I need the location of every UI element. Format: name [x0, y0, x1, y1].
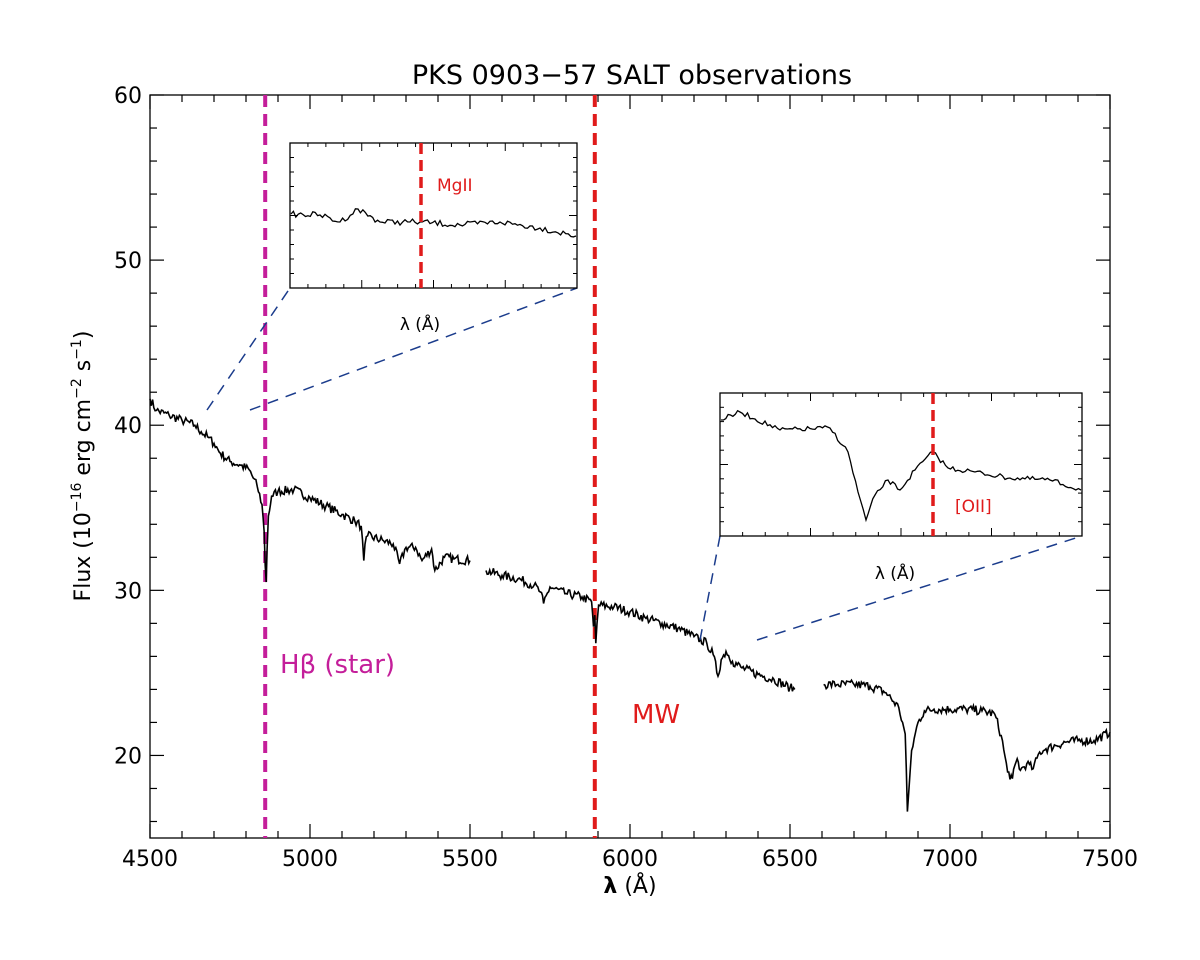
y-axis-exponent: −16	[69, 482, 85, 512]
y-tick-label: 20	[114, 744, 142, 769]
axis-ticks	[149, 94, 1111, 838]
y-axis-label-text: erg cm	[71, 399, 96, 483]
y-tick-labels: 20 30 40 50 60	[114, 84, 142, 769]
y-tick-label: 60	[114, 84, 142, 109]
main-plot-area: 4500 5000 5500 6000 6500 7000 7500 20 30 40 50 60	[114, 84, 1138, 872]
inset-oii-xlabel: λ (Å)	[875, 562, 915, 584]
inset-connector	[249, 287, 578, 411]
spectrum-series	[149, 398, 1111, 812]
inset-mgii-xlabel: λ (Å)	[400, 313, 440, 335]
reference-lines	[263, 95, 597, 838]
mgii-label: MgII	[437, 176, 473, 196]
inset-spectrum-line	[290, 208, 577, 238]
inset-frame	[289, 142, 578, 289]
inset-connector	[206, 287, 291, 411]
x-tick-labels: 4500 5000 5500 6000 6500 7000 7500	[122, 847, 1138, 872]
inset-connectors	[206, 287, 1083, 641]
x-tick-label: 6000	[602, 847, 658, 872]
x-tick-label: 7500	[1082, 847, 1138, 872]
spectrum-segment	[149, 398, 471, 583]
x-axis-symbol: λ	[603, 874, 617, 899]
inset-oii: [OII] λ (Å)	[719, 392, 1083, 584]
x-tick-label: 5000	[282, 847, 338, 872]
spectrum-segment	[823, 678, 1111, 812]
chart-title: PKS 0903−57 SALT observations	[412, 60, 852, 91]
y-axis-exponent: −1	[69, 339, 85, 360]
x-tick-label: 5500	[442, 847, 498, 872]
inset-connector	[699, 535, 721, 641]
y-axis-label-text: Flux (10	[71, 512, 96, 601]
inset-ticks	[290, 143, 577, 288]
y-axis-label-text: )	[71, 331, 96, 340]
y-tick-label: 40	[114, 414, 142, 439]
y-axis-label-text: s	[71, 360, 96, 378]
x-tick-label: 7000	[922, 847, 978, 872]
x-axis-unit: (Å)	[624, 872, 656, 899]
inset-frame	[719, 392, 1083, 537]
hbeta-label: Hβ (star)	[280, 650, 395, 680]
mw-label: MW	[632, 700, 680, 730]
inset-mgii: MgII λ (Å)	[289, 142, 578, 335]
oii-label: [OII]	[955, 497, 992, 517]
x-axis-label: λ (Å)	[603, 872, 656, 899]
x-tick-label: 4500	[122, 847, 178, 872]
y-axis-exponent: −2	[69, 378, 85, 399]
y-tick-label: 50	[114, 249, 142, 274]
y-axis-label: Flux (10−16 erg cm−2 s−1)	[69, 331, 96, 602]
x-tick-label: 6500	[762, 847, 818, 872]
y-tick-label: 30	[114, 579, 142, 604]
spectrum-segment	[485, 567, 796, 692]
inset-ticks	[720, 393, 1082, 536]
inset-spectrum-line	[721, 409, 1082, 523]
inset-connector	[756, 535, 1083, 641]
